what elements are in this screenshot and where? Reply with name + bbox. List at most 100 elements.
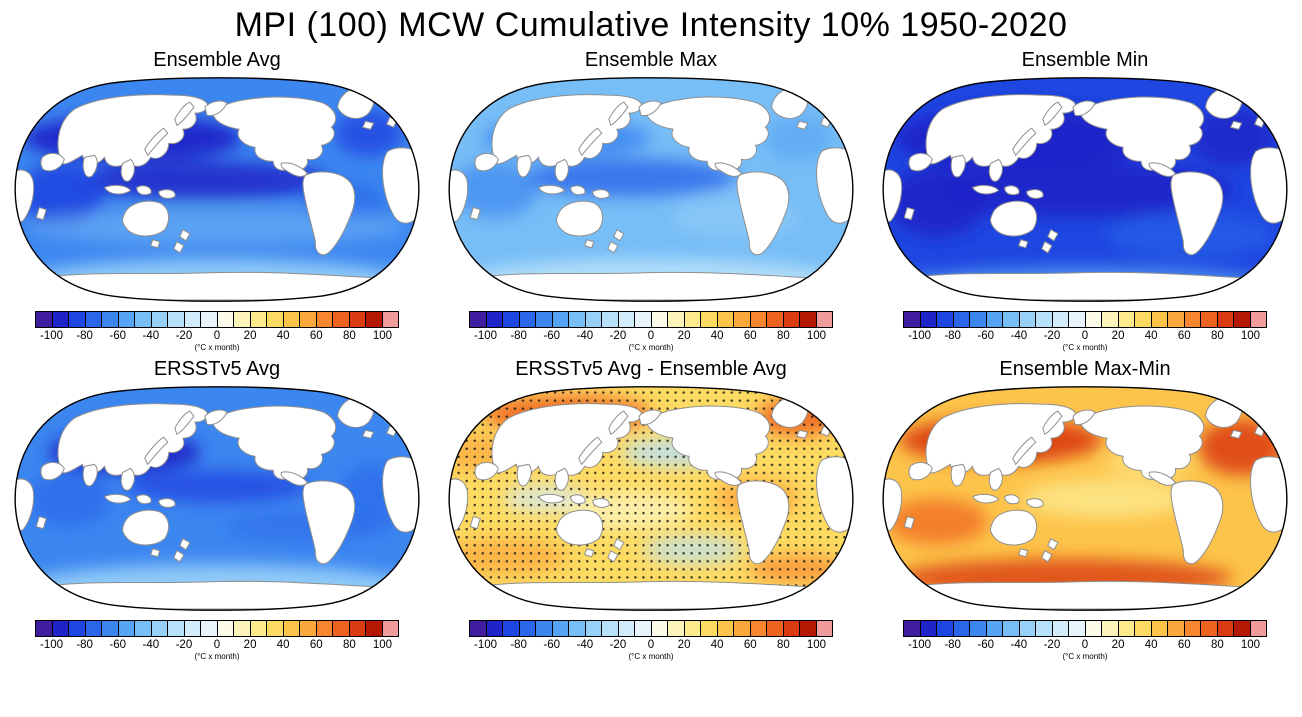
colorbar-tick-label: -100 [908,639,932,651]
colorbar-cell [1118,312,1135,327]
colorbar-cell [1217,621,1234,636]
colorbar-cell [118,312,135,327]
colorbar-tick-label: 0 [213,330,221,342]
colorbar-tick-label: 60 [309,330,323,342]
colorbar-tick-label: 80 [776,330,790,342]
colorbar-cell [970,621,987,636]
colorbar-tick-label: -80 [510,639,527,651]
colorbar-cell [333,312,350,327]
colorbar-cell [283,312,300,327]
panel-ensemble-min: Ensemble Min -100 -80 -60 -40 -20 0 20 40 60 80 10… [868,47,1302,352]
colorbar-cell [920,621,937,636]
panel-title: Ensemble Max-Min [999,358,1171,380]
colorbar-cell [1019,312,1036,327]
colorbar-tick-label: -20 [1043,330,1061,342]
colorbar [35,311,399,328]
colorbar-cell [1201,621,1218,636]
colorbar-tick-label: -20 [609,639,627,651]
colorbar-cell [1234,312,1251,327]
colorbar-cell [585,621,602,636]
colorbar-cell [684,621,701,636]
colorbar-tick-label: -100 [908,330,932,342]
colorbar-cell [767,621,784,636]
colorbar-tick-label: 60 [743,330,757,342]
colorbar-tick-label: 0 [1081,639,1089,651]
colorbar-cell [1184,312,1201,327]
colorbar-cell [953,621,970,636]
panel-ensemble-max-min: Ensemble Max-Min -100 -80 -60 -40 -20 0 20 40 60… [868,356,1302,661]
colorbar-tick-label: 100 [1240,639,1261,651]
colorbar-cell [1201,312,1218,327]
colorbar-cell [184,621,201,636]
panel-title: ERSSTv5 Avg - Ensemble Avg [515,358,787,380]
colorbar-cell [536,312,553,327]
colorbar-cell [800,312,817,327]
colorbar-cell [69,312,86,327]
colorbar-cell [234,621,251,636]
colorbar-unit: (°C x month) [194,343,240,352]
colorbar-cell [250,312,267,327]
panel-ensemble-avg: Ensemble Avg -100 -80 -60 -40 -20 0 20 40 60 80 10… [0,47,434,352]
world-map-svg [882,386,1288,611]
colorbar-cell [519,312,536,327]
colorbar-cell [316,312,333,327]
colorbar-tick-label: 100 [372,639,393,651]
colorbar-cell [1069,621,1086,636]
colorbar-cell [1168,312,1185,327]
colorbar-cell [1135,312,1152,327]
colorbar-cell [1085,621,1102,636]
colorbar-tick-label: 60 [743,639,757,651]
colorbar-cell [69,621,86,636]
colorbar-cell [750,312,767,327]
colorbar-tick-label: 40 [710,330,724,342]
colorbar-unit: (°C x month) [194,652,240,661]
panel-title: Ensemble Avg [153,49,281,71]
colorbar-cell [366,312,383,327]
colorbar-cell [1151,312,1168,327]
colorbar-tick-label: 60 [1177,330,1191,342]
colorbar-tick-label: -60 [977,639,995,651]
colorbar-cell [201,621,218,636]
colorbar-tick-label: -60 [977,330,995,342]
colorbar-cell [1036,312,1053,327]
colorbar-cell [135,621,152,636]
colorbar-tick-label: 80 [776,639,790,651]
panel-title: ERSSTv5 Avg [153,358,281,380]
colorbar-cell [1184,621,1201,636]
colorbar-tick-label: 80 [1210,639,1224,651]
colorbar-tick-label: -80 [510,330,527,342]
colorbar-cell [217,312,234,327]
colorbar-cell [1118,621,1135,636]
world-map-svg [448,386,854,611]
colorbar-cell [618,312,635,327]
colorbar-cell [85,621,102,636]
panel-ersstv5-avg: ERSSTv5 Avg -100 -80 -60 -40 -20 0 20 40 60 80 100… [0,356,434,661]
colorbar-cell [937,312,954,327]
colorbar-tick-label: 100 [372,330,393,342]
colorbar-unit: (°C x month) [628,343,674,352]
colorbar-cell [519,621,536,636]
colorbar-tick-label: -40 [142,639,160,651]
colorbar-tick-label: -80 [944,639,961,651]
panel-ensemble-max: Ensemble Max -100 -80 -60 -40 -20 0 20 40 60 80 10… [434,47,868,352]
colorbar-cell [1102,621,1119,636]
colorbar-cell [316,621,333,636]
world-map-difference-stippled [440,382,862,615]
colorbar-cell [668,621,685,636]
colorbar-cell [1234,621,1251,636]
colorbar-tick-label: -100 [40,639,64,651]
colorbar-cell [234,312,251,327]
colorbar-cell [717,621,734,636]
colorbar-tick-label: 80 [342,639,356,651]
colorbar-cell [366,621,383,636]
colorbar-cell [382,312,398,327]
colorbar-cell [1135,621,1152,636]
colorbar-cell [333,621,350,636]
colorbar-cell [168,621,185,636]
colorbar-cell [585,312,602,327]
colorbar-tick-label: 0 [1081,330,1089,342]
colorbar-tick-label: 20 [243,639,257,651]
colorbar-cell [668,312,685,327]
colorbar-tick-label: 80 [342,330,356,342]
colorbar-tick-label: -80 [944,330,961,342]
